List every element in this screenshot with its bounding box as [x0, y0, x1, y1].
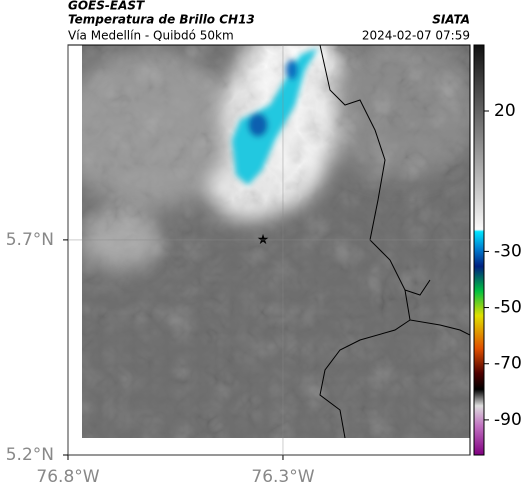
x-tick-label: 76.3°W [251, 467, 314, 487]
border-line [319, 45, 470, 438]
colorbar-tick-label: -70 [494, 354, 522, 374]
colorbar-tick-label: -90 [494, 410, 522, 430]
satellite: GOES-EAST [68, 0, 145, 13]
colorbar [473, 44, 485, 456]
colorbar-tick-label: 20 [494, 101, 516, 121]
colorbar-tick-label: -50 [494, 298, 522, 318]
x-tick-label: 76.8°W [36, 467, 99, 487]
route: Vía Medellín - Quibdó 50km [68, 29, 234, 43]
y-tick-label: 5.7°N [6, 230, 54, 250]
satellite-image: ★ [82, 45, 470, 438]
datetime: 2024-02-07 07:59 [362, 29, 470, 43]
colorbar-tick-label: -30 [494, 241, 522, 261]
source: SIATA [432, 13, 470, 27]
y-tick-label: 5.2°N [6, 445, 54, 465]
product: Temperatura de Brillo CH13 [68, 13, 255, 27]
